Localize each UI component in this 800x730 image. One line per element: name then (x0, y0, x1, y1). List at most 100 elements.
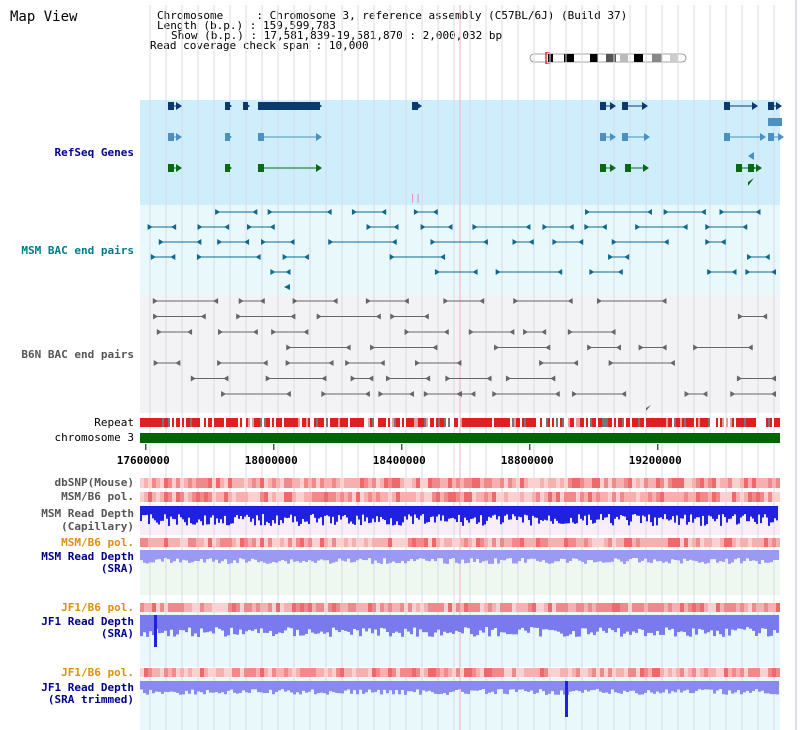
bac-end-icon[interactable] (573, 360, 579, 366)
bac-end-icon[interactable] (379, 360, 385, 366)
bac-end-icon[interactable] (215, 209, 221, 215)
bac-end-icon[interactable] (440, 254, 446, 260)
bac-end-icon[interactable] (238, 298, 244, 304)
bac-end-icon[interactable] (771, 375, 776, 382)
bac-end-icon[interactable] (156, 329, 162, 335)
gene-exon-block[interactable] (768, 118, 782, 126)
gene-arrow-icon[interactable] (610, 102, 616, 110)
bac-end-icon[interactable] (541, 329, 547, 335)
bac-end-icon[interactable] (486, 375, 492, 382)
gene-exon[interactable] (724, 102, 730, 110)
gene-exon[interactable] (600, 133, 606, 141)
bac-end-icon[interactable] (316, 313, 322, 320)
bac-end-icon[interactable] (596, 298, 602, 304)
gene-exon[interactable] (168, 102, 174, 110)
bac-end-icon[interactable] (244, 239, 250, 245)
gene-exon[interactable] (258, 102, 264, 110)
bac-end-icon[interactable] (492, 391, 498, 397)
bac-end-icon[interactable] (345, 344, 351, 351)
bac-end-icon[interactable] (567, 298, 573, 304)
bac-end-icon[interactable] (267, 209, 273, 215)
bac-end-icon[interactable] (303, 254, 309, 260)
bac-end-icon[interactable] (270, 269, 276, 275)
bac-end-icon[interactable] (389, 254, 395, 260)
bac-end-icon[interactable] (578, 239, 584, 245)
bac-end-icon[interactable] (470, 391, 476, 397)
bac-end-icon[interactable] (572, 391, 578, 397)
bac-end-icon[interactable] (197, 224, 203, 230)
bac-end-icon[interactable] (217, 360, 223, 366)
bac-end-icon[interactable] (472, 224, 478, 230)
bac-end-icon[interactable] (190, 375, 196, 382)
bac-end-icon[interactable] (707, 269, 713, 275)
bac-end-icon[interactable] (303, 329, 309, 335)
bac-end-icon[interactable] (611, 239, 617, 245)
bac-end-icon[interactable] (745, 269, 751, 275)
bac-end-icon[interactable] (393, 224, 399, 230)
bac-end-icon[interactable] (705, 239, 711, 245)
bac-end-icon[interactable] (742, 224, 748, 230)
bac-end-icon[interactable] (663, 209, 669, 215)
bac-end-icon[interactable] (585, 209, 591, 215)
gene-exon[interactable] (258, 164, 264, 172)
bac-end-icon[interactable] (350, 375, 356, 382)
gene-arrow-icon[interactable] (176, 102, 182, 110)
gene-exon[interactable] (600, 102, 606, 110)
gene-arrow-icon[interactable] (776, 102, 782, 110)
bac-end-icon[interactable] (213, 298, 219, 304)
gene-arrow-icon[interactable] (756, 164, 762, 172)
bac-end-icon[interactable] (505, 375, 511, 382)
bac-end-icon[interactable] (525, 224, 531, 230)
bac-end-icon[interactable] (415, 360, 421, 366)
bac-end-icon[interactable] (589, 269, 595, 275)
bac-end-icon[interactable] (584, 224, 590, 230)
bac-end-icon[interactable] (447, 224, 453, 230)
bac-end-icon[interactable] (528, 239, 534, 245)
bac-end-icon[interactable] (720, 239, 726, 245)
bac-end-icon[interactable] (494, 344, 500, 351)
bac-end-icon[interactable] (647, 209, 653, 215)
bac-end-icon[interactable] (375, 313, 381, 320)
bac-end-icon[interactable] (601, 224, 607, 230)
bac-end-icon[interactable] (290, 313, 296, 320)
bac-end-icon[interactable] (737, 313, 743, 320)
bac-end-icon[interactable] (255, 254, 261, 260)
chromosome-band[interactable] (140, 433, 780, 443)
gene-arrow-icon[interactable] (226, 102, 232, 110)
bac-end-icon[interactable] (408, 391, 414, 397)
bac-end-icon[interactable] (682, 224, 688, 230)
bac-end-icon[interactable] (509, 329, 515, 335)
selection-marker[interactable]: || (410, 194, 421, 204)
bac-end-icon[interactable] (430, 239, 436, 245)
gene-arrow-icon[interactable] (642, 102, 648, 110)
bac-end-icon[interactable] (170, 254, 176, 260)
gene-exon[interactable] (724, 133, 730, 141)
bac-end-icon[interactable] (700, 209, 706, 215)
bac-end-icon[interactable] (638, 344, 644, 351)
gene-exon[interactable] (168, 133, 174, 141)
bac-end-icon[interactable] (175, 360, 181, 366)
bac-end-icon[interactable] (158, 239, 164, 245)
gene-exon[interactable] (622, 133, 628, 141)
bac-end-icon[interactable] (285, 360, 291, 366)
bac-end-icon[interactable] (550, 375, 556, 382)
gene-exon-block[interactable] (262, 102, 320, 110)
bac-end-icon[interactable] (747, 344, 753, 351)
bac-end-icon[interactable] (321, 391, 327, 397)
bac-end-icon[interactable] (495, 269, 501, 275)
bac-end-icon[interactable] (705, 224, 711, 230)
bac-end-icon[interactable] (224, 224, 230, 230)
bac-end-icon[interactable] (217, 239, 223, 245)
bac-end-icon[interactable] (328, 239, 334, 245)
bac-end-icon[interactable] (587, 344, 593, 351)
gene-arrow-icon[interactable] (316, 164, 322, 172)
bac-end-icon[interactable] (286, 344, 292, 351)
gene-arrow-icon[interactable] (643, 164, 649, 172)
gene-exon[interactable] (168, 164, 174, 172)
bac-end-icon[interactable] (693, 344, 699, 351)
bac-end-icon[interactable] (479, 298, 485, 304)
bac-end-icon[interactable] (370, 344, 376, 351)
gene-arrow-icon[interactable] (760, 133, 766, 141)
gene-exon[interactable] (412, 102, 418, 110)
bac-end-icon[interactable] (771, 391, 776, 397)
